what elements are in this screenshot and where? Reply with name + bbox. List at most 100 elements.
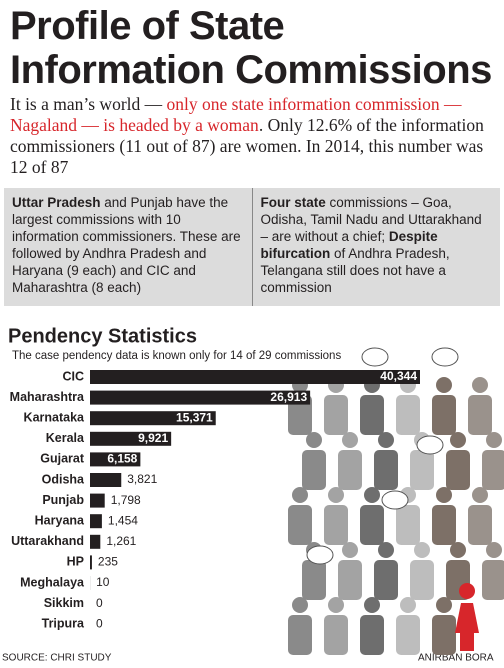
person-body [302,450,326,490]
text-run: . Only 12.6% of the information commissi… [10,115,484,177]
bar [90,431,172,446]
bar [90,534,101,549]
chart-subtitle: The case pendency data is known only for… [12,350,341,362]
value-label: 235 [98,555,118,569]
credit: ANIRBAN BORA [418,653,494,664]
text-run: It is a man’s world — [10,94,167,114]
person-head [436,377,452,393]
source: SOURCE: CHRI STUDY [2,653,112,664]
person-head [306,432,322,448]
person-head [378,542,394,558]
category-label: CIC [62,369,84,383]
person-body [468,505,492,545]
person-body [410,450,434,490]
person-body [482,450,504,490]
value-label: 0 [96,596,103,610]
speech-bubble [381,490,409,510]
person-head [364,597,380,613]
person-body [432,615,456,655]
value-label: 40,344 [380,369,417,383]
info-box: Uttar Pradesh and Punjab have the larges… [4,188,252,306]
value-label: 1,454 [108,513,138,527]
category-label: Maharashtra [10,390,85,404]
person-body [432,395,456,435]
title: Profile of State Information Commissions [10,4,492,92]
person-head [328,487,344,503]
woman-head [459,583,475,599]
person-body [396,395,420,435]
person-head [450,542,466,558]
title-line: Information Commissions [10,48,492,92]
bar [90,493,105,508]
category-label: Sikkim [44,596,84,610]
speech-bubble [416,435,444,455]
person-body [324,615,348,655]
chart-title: Pendency Statistics [8,325,197,347]
text-run: only one state information commission — … [10,94,462,135]
person-head [414,542,430,558]
person-body [338,450,362,490]
category-label: Gujarat [40,452,85,466]
category-label: Tripura [42,616,85,630]
person-body [446,450,470,490]
category-label: Uttarakhand [11,534,84,548]
person-head [364,487,380,503]
intro: It is a man’s world — only one state inf… [10,94,498,178]
value-label: 1,261 [106,534,136,548]
text-run: Four state [260,195,326,210]
text-run: Uttar Pradesh [12,195,101,210]
person-head [436,487,452,503]
person-body [288,615,312,655]
person-head [342,432,358,448]
person-body [360,395,384,435]
value-label: 3,821 [127,472,157,486]
bar [90,390,311,405]
value-label: 6,158 [107,452,137,466]
person-body [468,395,492,435]
category-label: Meghalaya [20,575,85,589]
person-head [472,487,488,503]
person-head [486,432,502,448]
person-body [360,615,384,655]
chart: Pendency Statistics The case pendency da… [2,325,504,664]
bar [90,555,92,570]
category-label: Kerala [46,431,85,445]
person-body [338,560,362,600]
bar [90,473,122,487]
value-label: 9,921 [138,431,168,445]
bar [90,514,102,529]
text-run: of Andhra Pradesh, Telangana still does … [260,246,450,295]
speech-bubble [306,545,334,565]
info-boxes: Uttar Pradesh and Punjab have the larges… [4,188,500,306]
person-body [432,505,456,545]
bar [90,370,420,384]
value-label: 0 [96,616,103,630]
text-run: Despite bifurcation [260,229,438,261]
person-body [374,560,398,600]
woman-body [455,603,479,633]
info-box: Four state commissions – Goa, Odisha, Ta… [251,188,501,306]
bar [90,411,216,426]
text-run: commissions – Goa, Odisha, Tamil Nadu an… [260,195,482,244]
person-head [450,432,466,448]
person-body [324,505,348,545]
speech-bubble [361,347,389,367]
person-head [400,597,416,613]
person-head [342,542,358,558]
person-body [374,450,398,490]
person-head [378,432,394,448]
category-label: Odisha [42,472,85,486]
person-body [396,505,420,545]
person-head [472,377,488,393]
person-body [288,505,312,545]
category-label: Haryana [35,513,85,527]
person-body [324,395,348,435]
bar [90,452,141,467]
person-head [292,487,308,503]
person-body [482,560,504,600]
category-label: Punjab [42,493,84,507]
speech-bubble [431,347,459,367]
person-body [288,395,312,435]
title-line: Profile of State [10,4,285,48]
person-head [436,597,452,613]
